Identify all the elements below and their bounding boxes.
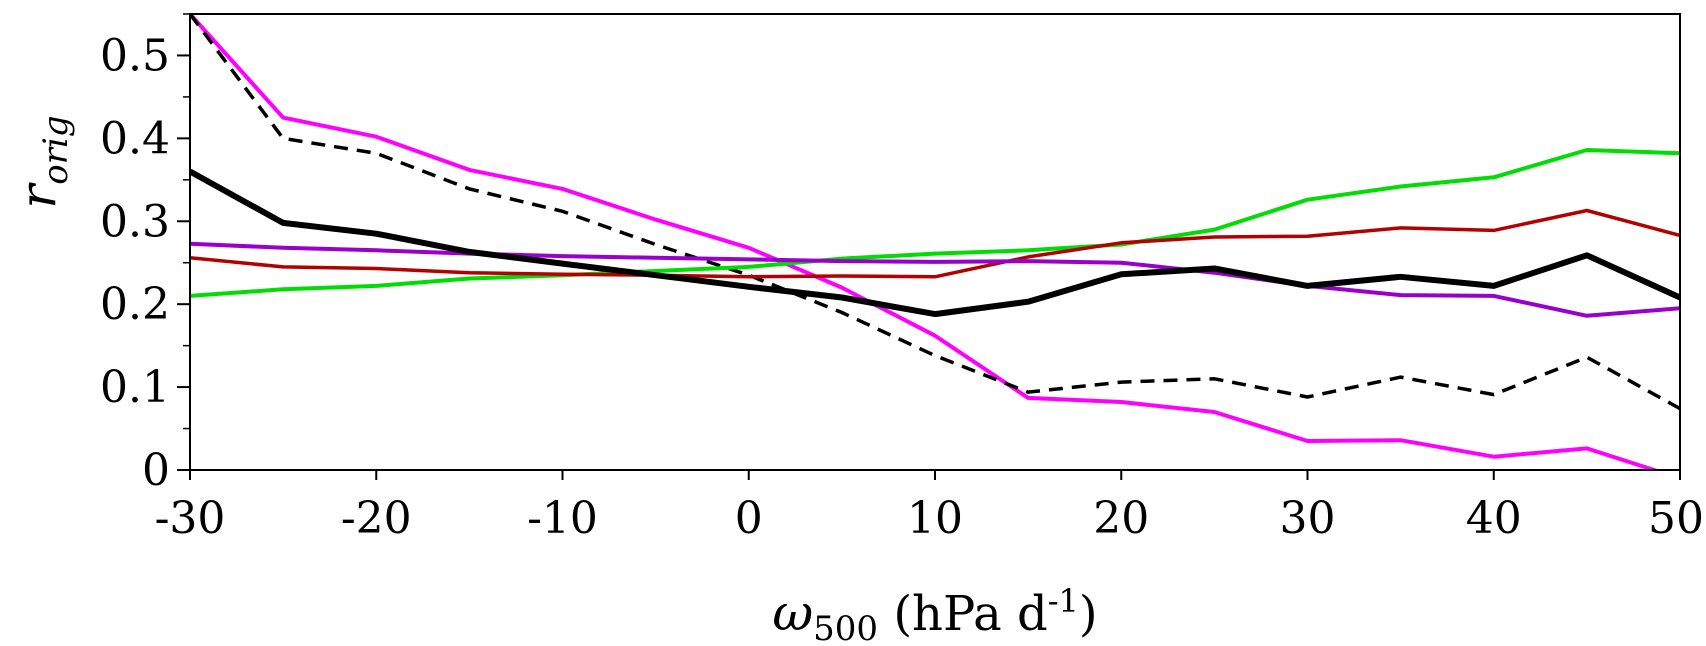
x-tick-label: 20 [1093, 493, 1149, 544]
x-tick-label: 30 [1280, 493, 1336, 544]
x-tick-label: 10 [907, 493, 963, 544]
x-tick-label: -20 [341, 493, 412, 544]
x-tick-label: 40 [1466, 493, 1522, 544]
x-axis-unit-exponent: -1 [1048, 582, 1079, 620]
series-line-2 [190, 14, 1680, 411]
y-tick-label: 0.4 [100, 113, 170, 164]
y-axis-label: rorig [9, 115, 76, 208]
series-line-1 [190, 14, 1661, 470]
series-line-4 [190, 208, 1680, 279]
y-tick-label: 0.2 [100, 279, 170, 330]
y-tick-label: 0.1 [100, 362, 170, 413]
series-line-3 [190, 148, 1680, 298]
x-tick-label: -30 [155, 493, 226, 544]
y-tick-label: 0.5 [100, 30, 170, 81]
y-axis-subscript: orig [36, 115, 76, 184]
y-axis: 0 0.1 0.2 0.3 0.4 0.5 [100, 13, 190, 496]
x-tick-label: 50 [1648, 493, 1704, 544]
x-axis-symbol: ω [772, 584, 813, 642]
x-axis-label: ω500 (hPa d-1) [772, 582, 1097, 646]
x-axis: -30 -20 -10 0 10 20 30 40 50 [155, 470, 1704, 544]
series-group [190, 14, 1680, 470]
x-tick-label: -10 [527, 493, 598, 544]
x-axis-unit-close: ) [1079, 586, 1098, 642]
y-tick-label: 0.3 [100, 196, 170, 247]
x-axis-unit-open: (hPa d [878, 586, 1048, 642]
x-tick-label: 0 [735, 493, 763, 544]
y-axis-symbol: r [9, 182, 67, 209]
y-tick-label: 0 [142, 445, 170, 496]
series-line-6 [190, 168, 1680, 318]
series-line-5 [190, 241, 1680, 318]
x-axis-subscript: 500 [813, 609, 878, 646]
